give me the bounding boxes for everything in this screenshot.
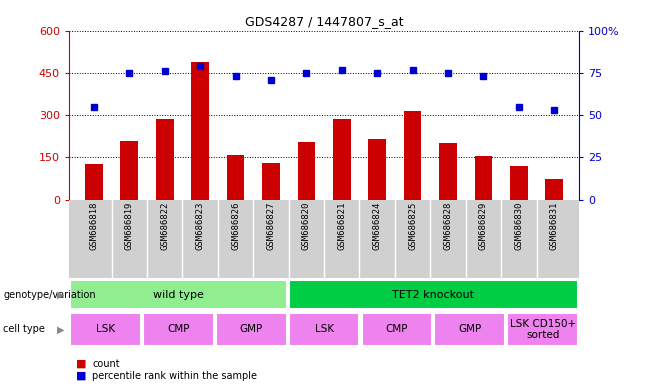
Text: GSM686828: GSM686828 [443, 202, 453, 250]
Bar [507, 313, 578, 346]
Text: GSM686826: GSM686826 [231, 202, 240, 250]
Bar [362, 313, 432, 346]
Bar [262, 163, 280, 200]
Text: cell type: cell type [3, 324, 45, 334]
Bar [545, 179, 563, 200]
Text: count: count [92, 359, 120, 369]
Text: CMP: CMP [386, 324, 408, 334]
Text: LSK: LSK [96, 324, 115, 334]
Text: GSM686821: GSM686821 [338, 202, 346, 250]
Text: ▶: ▶ [57, 290, 64, 300]
Text: GMP: GMP [240, 324, 263, 334]
Text: genotype/variation: genotype/variation [3, 290, 96, 300]
Bar [474, 156, 492, 200]
Text: GSM686830: GSM686830 [515, 202, 523, 250]
Text: wild type: wild type [153, 290, 204, 300]
Bar [404, 111, 422, 200]
Text: ▶: ▶ [57, 324, 64, 334]
Bar [297, 142, 315, 200]
Bar [439, 143, 457, 200]
Text: GSM686824: GSM686824 [372, 202, 382, 250]
Bar [85, 164, 103, 200]
Bar [510, 166, 528, 200]
Text: GMP: GMP [458, 324, 482, 334]
Text: LSK: LSK [315, 324, 334, 334]
Text: GSM686825: GSM686825 [408, 202, 417, 250]
Text: GSM686818: GSM686818 [89, 202, 99, 250]
Bar [333, 119, 351, 200]
Text: percentile rank within the sample: percentile rank within the sample [92, 371, 257, 381]
Bar [156, 119, 174, 200]
Bar [289, 280, 578, 309]
Text: GSM686820: GSM686820 [302, 202, 311, 250]
Text: ■: ■ [76, 371, 86, 381]
Text: GSM686831: GSM686831 [549, 202, 559, 250]
Bar [434, 313, 505, 346]
Text: GSM686822: GSM686822 [160, 202, 169, 250]
Bar [226, 155, 244, 200]
Bar [368, 139, 386, 200]
Text: GSM686823: GSM686823 [195, 202, 205, 250]
Bar [70, 280, 286, 309]
Title: GDS4287 / 1447807_s_at: GDS4287 / 1447807_s_at [245, 15, 403, 28]
Text: CMP: CMP [167, 324, 190, 334]
Text: GSM686827: GSM686827 [266, 202, 276, 250]
Bar [70, 313, 141, 346]
Bar [289, 313, 359, 346]
Bar [143, 313, 214, 346]
Bar [216, 313, 286, 346]
Text: GSM686829: GSM686829 [479, 202, 488, 250]
Text: GSM686819: GSM686819 [125, 202, 134, 250]
Bar [120, 141, 138, 200]
Text: ■: ■ [76, 359, 86, 369]
Bar [191, 62, 209, 200]
Text: TET2 knockout: TET2 knockout [392, 290, 474, 300]
Text: LSK CD150+
sorted: LSK CD150+ sorted [509, 319, 576, 340]
